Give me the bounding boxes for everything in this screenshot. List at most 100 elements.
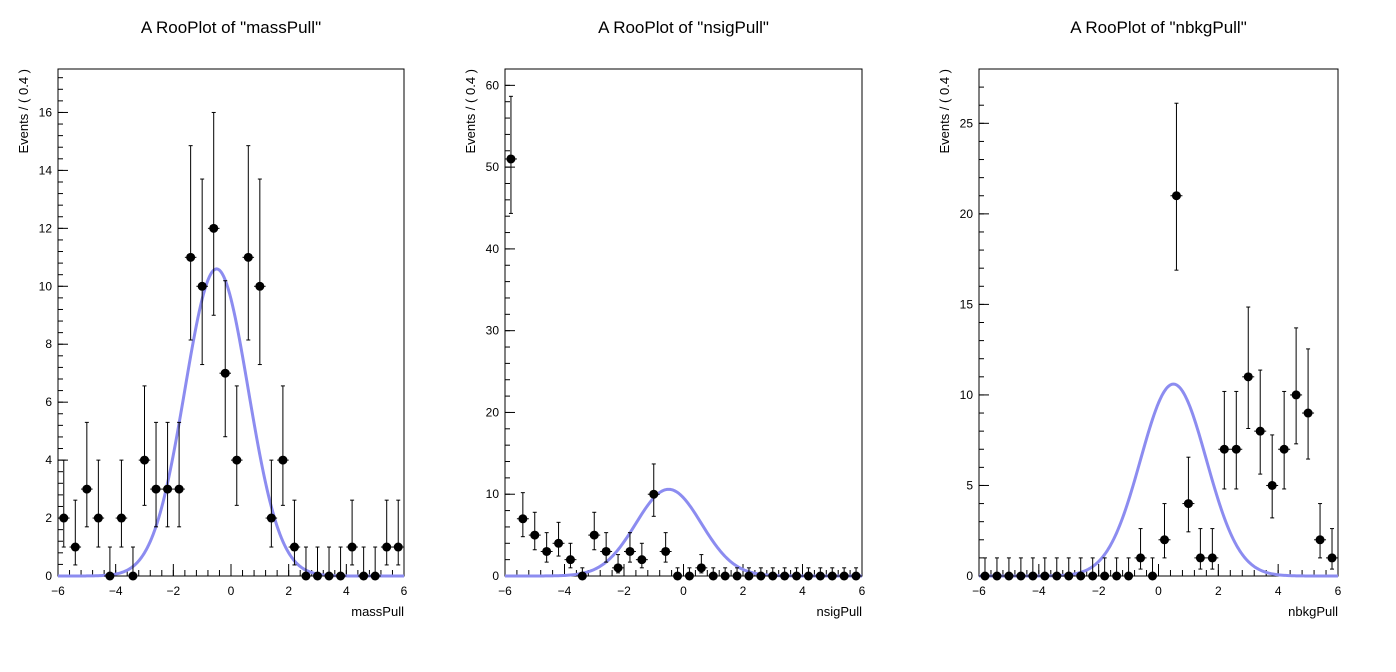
data-marker	[673, 571, 683, 581]
x-tick-label: −6	[51, 584, 65, 598]
y-tick-label: 10	[39, 279, 53, 293]
y-tick-label: 10	[486, 487, 500, 501]
data-marker	[1124, 571, 1134, 581]
data-point	[850, 567, 862, 581]
data-marker	[1255, 426, 1265, 436]
data-point	[357, 546, 370, 581]
data-marker	[554, 538, 564, 548]
data-point	[1326, 528, 1338, 570]
data-marker	[255, 281, 265, 291]
data-marker	[289, 542, 299, 552]
data-marker	[1267, 480, 1277, 490]
data-point	[719, 567, 732, 581]
data-point	[1278, 390, 1291, 490]
y-axis-label: Events / ( 0.4 )	[463, 69, 478, 154]
data-marker	[1112, 571, 1122, 581]
data-point	[369, 546, 381, 581]
data-marker	[637, 555, 647, 565]
x-tick-label: 6	[1335, 584, 1342, 598]
data-marker	[82, 484, 92, 494]
y-tick-label: 15	[960, 297, 974, 311]
data-point	[838, 567, 851, 581]
data-point	[659, 532, 672, 563]
data-point	[790, 567, 803, 581]
y-tick-label: 25	[960, 116, 974, 130]
data-point	[311, 546, 324, 581]
data-marker	[1028, 571, 1038, 581]
data-point	[754, 567, 767, 581]
data-marker	[243, 252, 253, 262]
data-marker	[151, 484, 161, 494]
data-point	[1254, 369, 1267, 475]
x-tick-label: 2	[740, 584, 747, 598]
data-point	[1314, 503, 1327, 559]
data-marker	[1159, 535, 1169, 545]
data-point	[184, 145, 197, 341]
data-point	[1170, 102, 1183, 271]
x-tick-label: −4	[558, 584, 572, 598]
data-marker	[732, 571, 742, 581]
data-marker	[1243, 372, 1253, 382]
data-point	[161, 421, 174, 528]
data-marker	[209, 223, 219, 233]
data-marker	[565, 555, 575, 565]
data-point	[1050, 557, 1063, 581]
y-tick-label: 14	[39, 163, 53, 177]
data-point	[516, 492, 529, 538]
data-marker	[1064, 571, 1074, 581]
data-point	[346, 499, 358, 566]
data-marker	[1100, 571, 1110, 581]
data-marker	[839, 571, 849, 581]
data-point	[990, 557, 1003, 581]
data-marker	[756, 571, 766, 581]
data-point	[1098, 557, 1111, 581]
data-point	[173, 421, 185, 528]
data-point	[624, 532, 636, 563]
data-point	[231, 385, 243, 506]
data-marker	[708, 571, 718, 581]
y-axis-label: Events / ( 0.4 )	[937, 69, 952, 154]
data-marker	[93, 513, 103, 523]
data-point	[254, 178, 266, 366]
data-marker	[59, 513, 69, 523]
data-marker	[70, 542, 80, 552]
data-point	[1122, 557, 1135, 581]
x-axis-label: nbkgPull	[1288, 604, 1338, 619]
data-marker	[1136, 553, 1146, 563]
data-marker	[186, 252, 196, 262]
data-marker	[1148, 571, 1158, 581]
data-point	[528, 511, 541, 551]
data-point	[115, 459, 128, 548]
data-point	[58, 459, 70, 548]
y-tick-label: 50	[486, 160, 500, 174]
data-marker	[696, 563, 706, 573]
data-marker	[1219, 444, 1229, 454]
data-point	[766, 567, 779, 581]
data-point	[323, 546, 335, 581]
data-point	[552, 521, 565, 557]
data-point	[612, 554, 624, 574]
x-tick-label: 0	[680, 584, 687, 598]
data-point	[588, 511, 601, 551]
x-axis-label: nsigPull	[816, 604, 862, 619]
data-point	[600, 532, 613, 563]
data-point	[1194, 528, 1207, 570]
data-point	[731, 567, 743, 581]
data-marker	[589, 530, 599, 540]
data-point	[647, 463, 660, 517]
data-marker	[1315, 535, 1325, 545]
data-point	[743, 567, 755, 581]
data-point	[265, 459, 278, 548]
data-point	[380, 499, 393, 566]
data-point	[979, 557, 991, 581]
data-marker	[827, 571, 837, 581]
data-point	[138, 385, 151, 506]
data-marker	[1327, 553, 1337, 563]
x-tick-label: 6	[859, 584, 866, 598]
data-point	[671, 567, 684, 581]
x-tick-label: −2	[166, 584, 180, 598]
data-point	[92, 459, 105, 548]
data-point	[127, 546, 139, 581]
data-marker	[992, 571, 1002, 581]
y-tick-label: 30	[486, 324, 500, 338]
